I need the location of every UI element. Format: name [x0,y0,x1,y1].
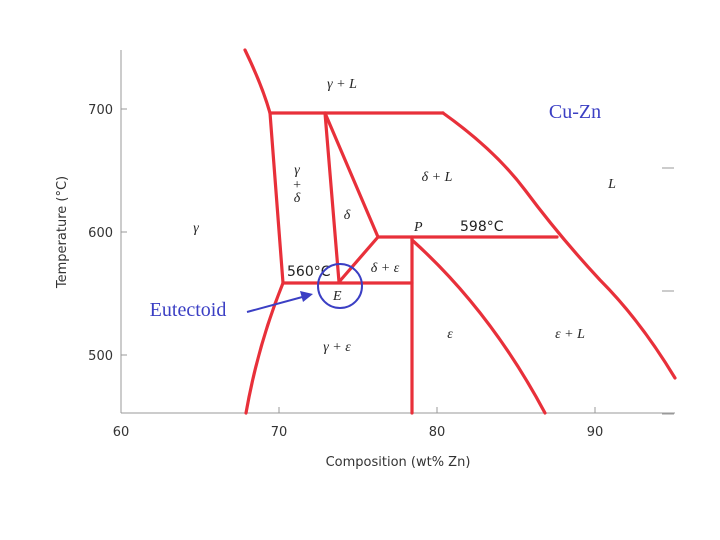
x-tick-label: 60 [113,425,130,440]
temperature-label: 598°C [460,219,504,235]
ticks: 60 70 80 90 700 600 500 [88,103,674,440]
region-label: δ [344,208,351,223]
y-tick-label: 700 [88,103,113,118]
region-label: γ + L [327,77,357,92]
x-tick-label: 90 [587,425,604,440]
region-label: γ [193,221,199,236]
region-label: ε [447,327,453,342]
annotation-arrow [246,291,313,313]
region-label: δ + ε [371,261,400,276]
y-tick-label: 600 [88,226,113,241]
y-tick-label: 500 [88,349,113,364]
annotation: Eutectoid [150,299,227,321]
phase-boundaries [243,48,677,415]
x-tick-label: 80 [429,425,446,440]
x-axis-label: Composition (wt% Zn) [326,455,471,470]
point-label: E [332,289,342,304]
y-axis-label: Temperature (°C) [55,176,70,289]
point-label: P [413,220,423,235]
title: Cu-Zn [549,101,601,123]
region-label: δ [294,191,301,206]
highlight-circle [317,263,363,309]
x-tick-label: 70 [271,425,288,440]
region-label: γ + ε [323,340,351,355]
region-label: L [607,177,616,192]
region-label: ε + L [555,327,585,342]
region-label: δ + L [422,170,453,185]
region-label: + [292,178,301,193]
region-label: γ [294,163,300,178]
